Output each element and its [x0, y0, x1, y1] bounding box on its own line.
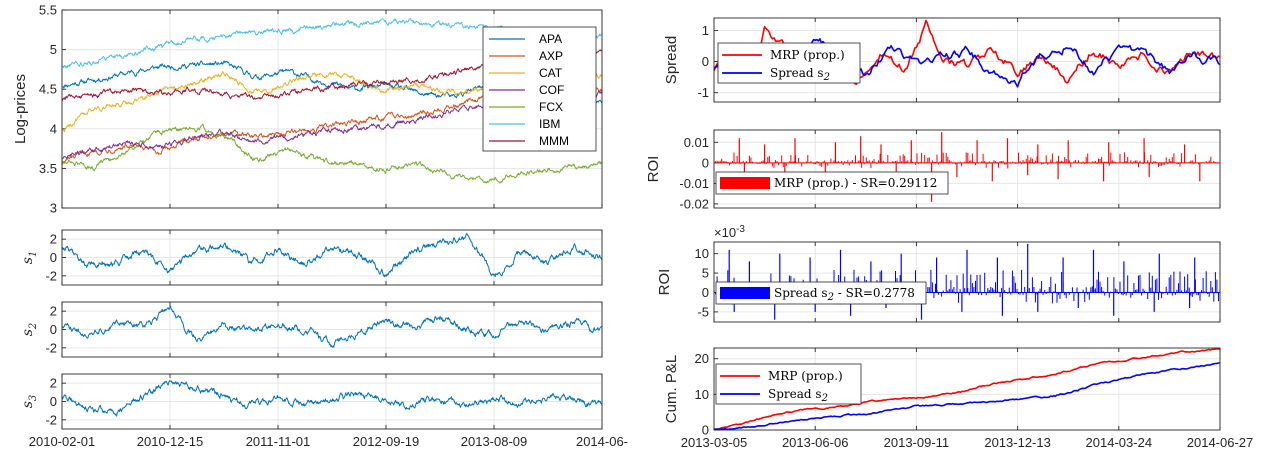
y-tick-label: -5 — [697, 304, 709, 319]
axes-0: 3 3.5 4 4.5 5 5.5 APA AXP CAT COF FCX IBM MMM Log-pri… — [12, 3, 603, 216]
y-tick-label: 3 — [50, 201, 57, 216]
axes-3: -2 0 2 s3 2010-02-01 2010-12-15 2011-11-01 2012… — [20, 373, 628, 449]
x-tick-label: 2013-08-09 — [461, 434, 528, 449]
y-tick-label: 2 — [50, 304, 57, 319]
axes-frame — [61, 229, 603, 286]
legend-label: CAT — [539, 66, 563, 80]
series-line-spread — [61, 233, 603, 278]
y-tick-label: 1 — [702, 23, 709, 38]
legend-label: APA — [539, 32, 562, 46]
legend-box — [482, 26, 597, 152]
y-tick-label: -2 — [45, 412, 57, 427]
x-tick-label: 2010-02-01 — [29, 434, 96, 449]
legend-box — [715, 171, 949, 195]
legend-label: AXP — [539, 49, 563, 63]
legend-swatch — [720, 177, 770, 189]
y-exponent-label: ×10-3 — [714, 224, 745, 240]
legend-label: COF — [539, 83, 564, 97]
series-line-spread — [61, 380, 603, 417]
y-tick-label: 0 — [702, 54, 709, 69]
y-tick-label: 20 — [695, 351, 709, 366]
y-tick-label: 0 — [702, 155, 709, 170]
y-tick-label: 2 — [50, 376, 57, 391]
x-tick-label: 2014-03-24 — [1086, 435, 1153, 450]
y-tick-label: -1 — [697, 85, 709, 100]
y-tick-label: -0.02 — [679, 196, 709, 211]
x-tick-label: 2012-09-19 — [353, 434, 420, 449]
series-line-spread — [61, 305, 603, 348]
y-axis-label: s1 — [20, 251, 39, 265]
y-axis-label: ROI — [645, 156, 662, 183]
y-tick-label: 10 — [695, 387, 709, 402]
y-axis-label: s3 — [20, 395, 39, 409]
axes-frame — [713, 241, 1221, 323]
axes-4: -1 0 1 MRP (prop.) Spread s2 Spread — [663, 17, 1221, 103]
y-tick-label: 5.5 — [39, 3, 57, 18]
roi-bars — [713, 132, 1221, 202]
legend-label: MRP (prop.) - SR=0.29112 — [774, 176, 937, 190]
axes-frame — [61, 9, 603, 209]
y-tick-label: 0 — [50, 394, 57, 409]
x-tick-label: 2010-12-15 — [137, 434, 204, 449]
legend-label: Spread s2 — [768, 387, 828, 404]
axes-7: 0 10 20 MRP (prop.) Spread s2 Cum. P&L2013-03… — [663, 347, 1254, 450]
axes-frame — [713, 347, 1221, 431]
y-tick-label: 2 — [50, 232, 57, 247]
x-tick-label: 2011-11-01 — [246, 434, 311, 449]
series-line-spread-s — [713, 362, 1221, 431]
legend-box — [717, 42, 861, 84]
y-tick-label: -2 — [45, 340, 57, 355]
x-tick-label: 2014-06-27 — [1187, 435, 1254, 450]
y-tick-label: -0.01 — [679, 176, 709, 191]
axes-frame — [61, 301, 603, 358]
x-tick-label: 2013-06-06 — [782, 435, 849, 450]
axes-2: -2 0 2 s2 — [20, 301, 603, 358]
x-tick-label: 2014-06- — [576, 434, 628, 449]
axes-1: -2 0 2 s1 — [20, 229, 603, 286]
legend-label: Spread s2 — [770, 66, 830, 83]
legend-swatch — [720, 287, 770, 299]
y-axis-label: s2 — [20, 323, 39, 337]
axes-frame — [713, 129, 1221, 209]
y-tick-label: 4.5 — [39, 82, 57, 97]
axes-5: -0.02 -0.01 0 0.01 MRP (prop.) - SR=0.29112 R… — [645, 129, 1221, 211]
axes-frame — [61, 373, 603, 430]
x-tick-label: 2013-03-05 — [681, 435, 748, 450]
y-tick-label: 5 — [50, 42, 57, 57]
y-tick-label: -2 — [45, 268, 57, 283]
y-tick-label: 4 — [50, 121, 57, 136]
x-tick-label: 2013-12-13 — [984, 435, 1051, 450]
x-tick-label: 2013-09-11 — [884, 435, 950, 450]
series-line-mrp-prop- — [713, 347, 1221, 431]
series-line-fcx — [61, 123, 603, 184]
y-tick-label: 0 — [702, 423, 709, 438]
y-axis-label: Log-prices — [12, 74, 29, 144]
y-tick-label: 5 — [702, 266, 709, 281]
legend-label: MRP (prop.) — [768, 369, 843, 383]
legend-label: MMM — [539, 134, 569, 148]
legend-label: FCX — [539, 100, 563, 114]
legend-label: MRP (prop.) — [770, 48, 845, 62]
y-axis-label: ROI — [656, 269, 673, 296]
y-axis-label: Cum. P&L — [663, 355, 680, 423]
axes-6: -5 0 5 10 Spread s2 - SR=0.2778 ×10-3 ROI — [656, 224, 1221, 323]
y-tick-label: 0.01 — [684, 135, 709, 150]
y-axis-label: Spread — [663, 36, 680, 84]
axes-frame — [713, 17, 1221, 103]
legend-label: IBM — [539, 117, 560, 131]
y-tick-label: 0 — [50, 250, 57, 265]
y-tick-label: 10 — [695, 246, 709, 261]
legend-box — [715, 363, 862, 405]
y-tick-label: 0 — [702, 285, 709, 300]
y-tick-label: 3.5 — [39, 161, 57, 176]
legend-label: Spread s2 - SR=0.2778 — [774, 286, 915, 303]
y-tick-label: 0 — [50, 322, 57, 337]
